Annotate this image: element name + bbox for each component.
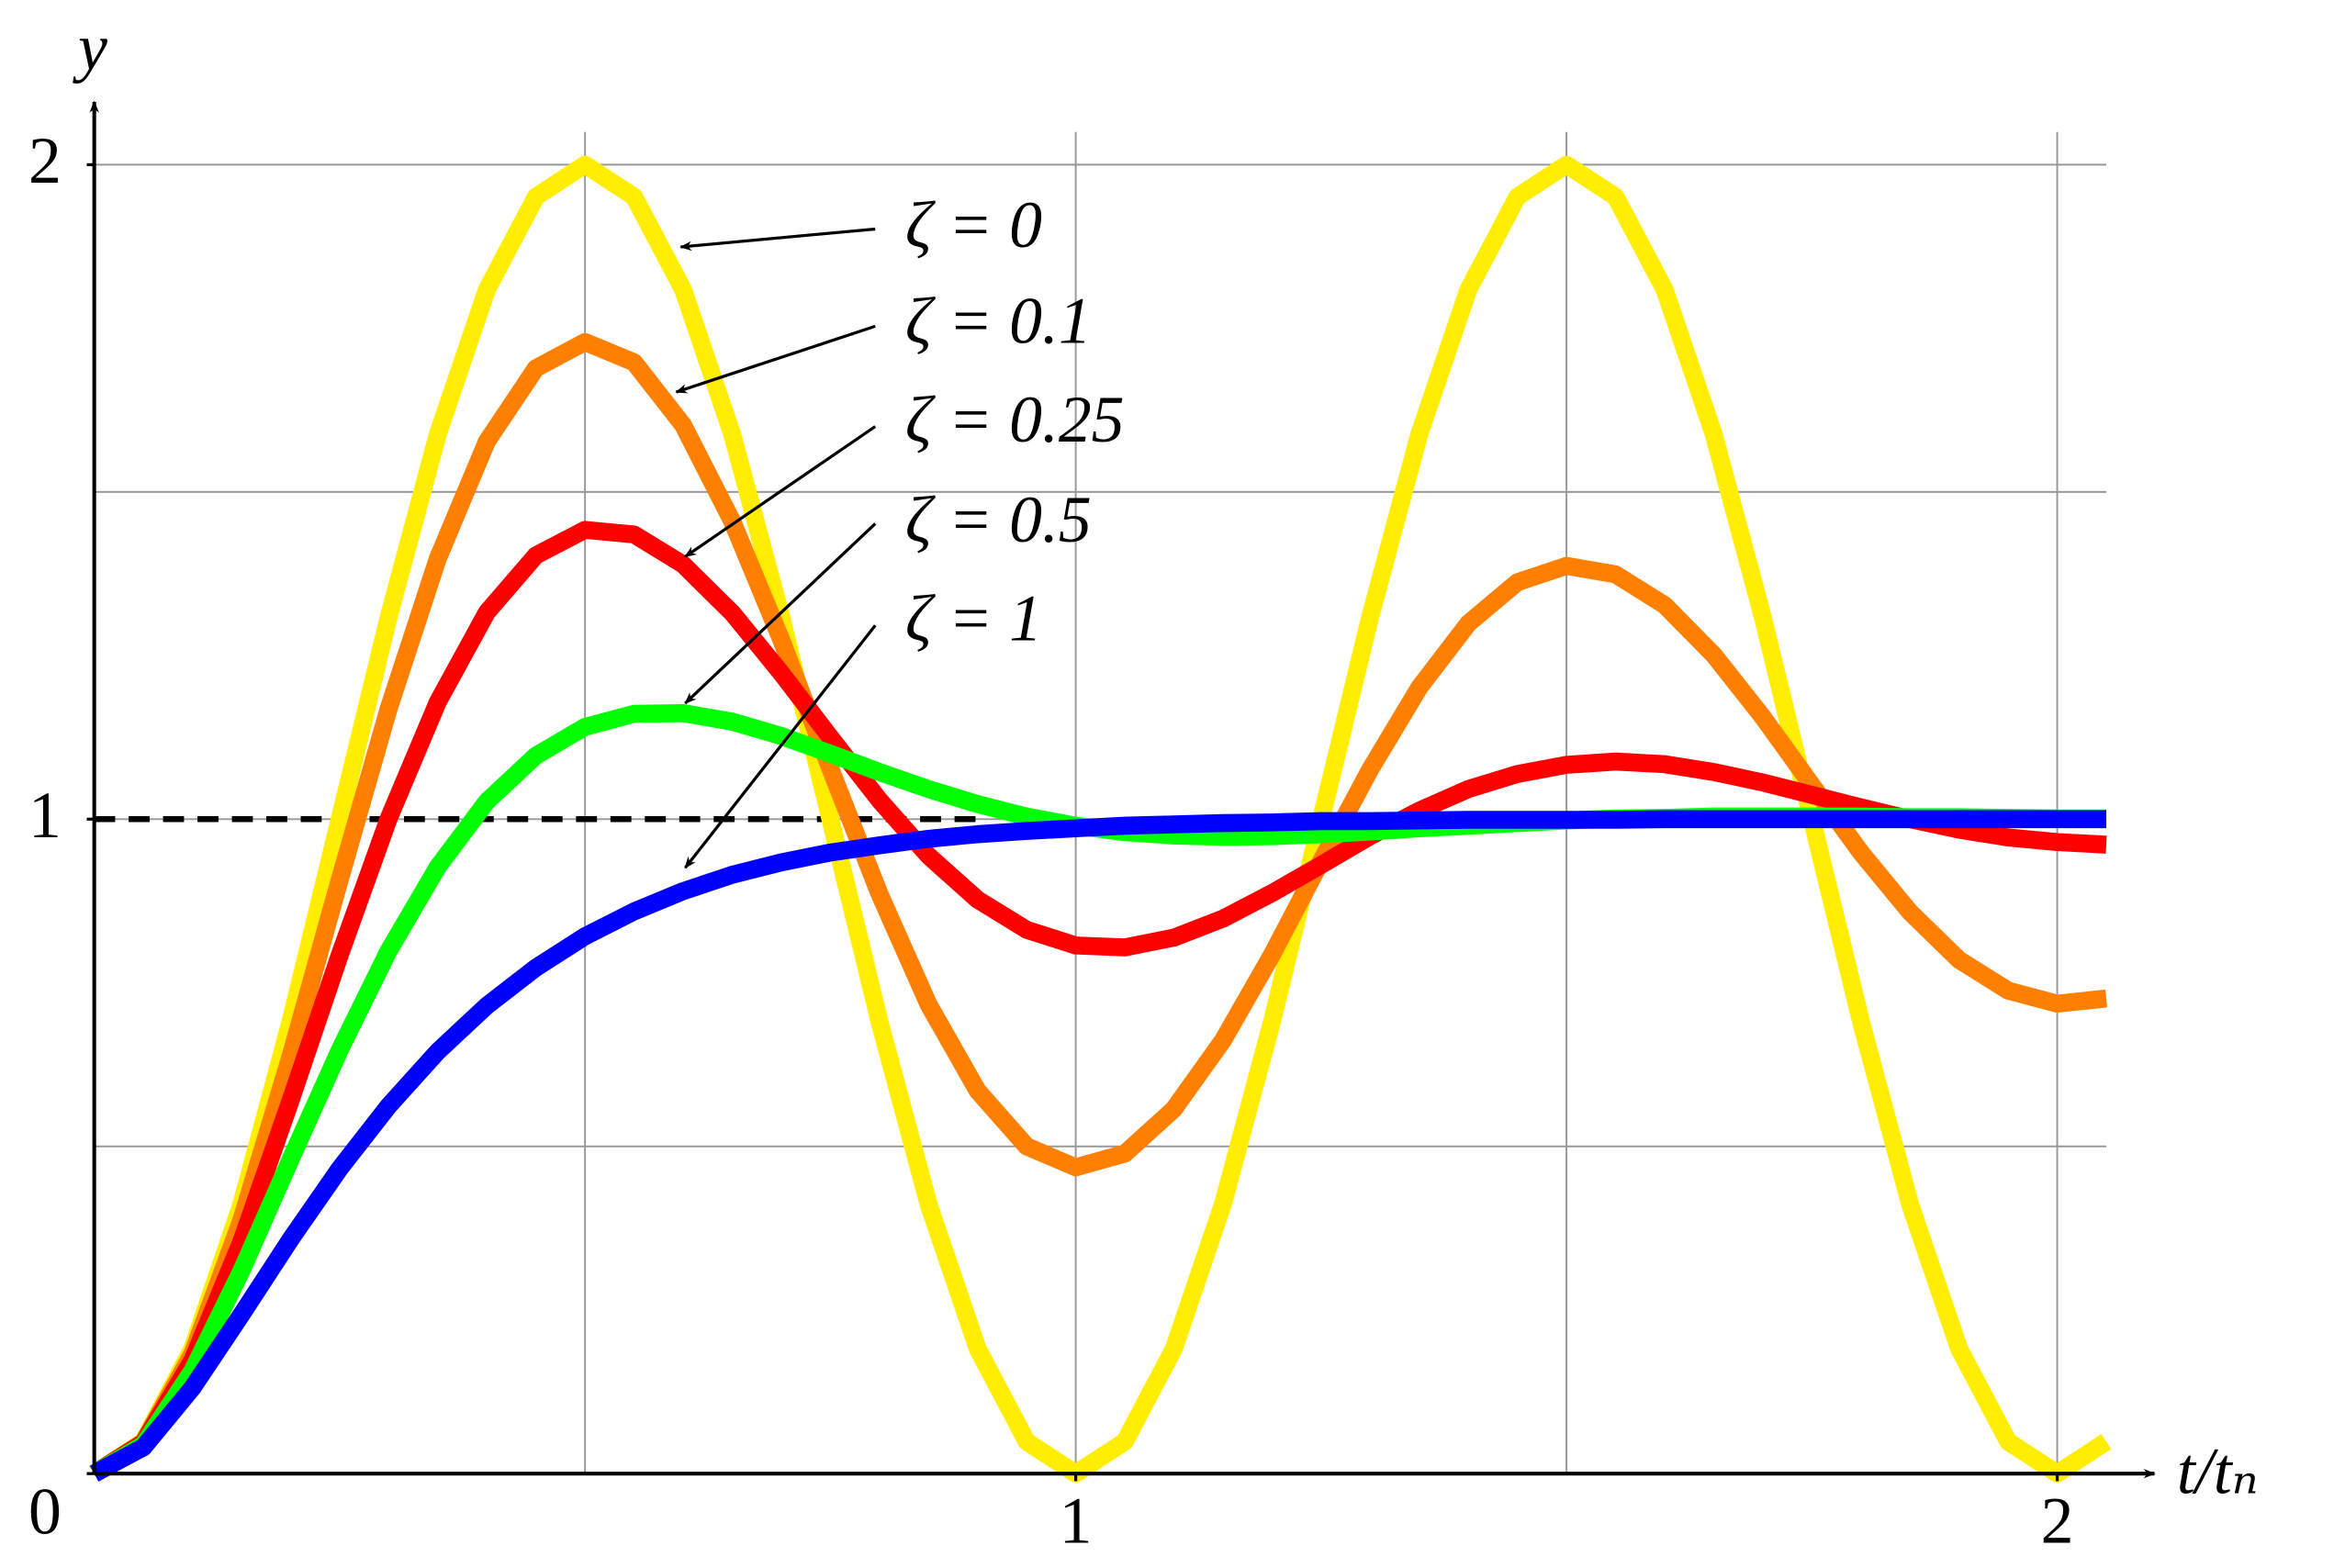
series-label: ζ = 0 [905, 188, 1042, 262]
series-line [90, 810, 2106, 1482]
annotation-arrow [684, 425, 877, 558]
x-tick-label: 1 [1060, 1484, 1093, 1557]
series-line [89, 521, 2107, 1482]
lines [89, 155, 2112, 1483]
annotations: ζ = 0 ζ = 0.1 ζ = 0.25 ζ = 0.5 ζ = 1 [675, 188, 1125, 869]
y-tick-label: 1 [28, 778, 62, 852]
y-axis-label: y [73, 10, 107, 84]
series-line [89, 332, 2108, 1482]
series-label: ζ = 0.25 [905, 383, 1125, 456]
series-label: ζ = 1 [905, 582, 1042, 655]
annotation-arrow [679, 227, 876, 252]
series-label: ζ = 0.1 [905, 284, 1092, 357]
annotation-arrow [675, 324, 876, 394]
series-label: ζ = 0.5 [905, 483, 1092, 556]
annotation-arrow [684, 522, 877, 705]
x-axis-label: t/tₙ [2177, 1435, 2259, 1508]
annotation-arrow [684, 624, 877, 869]
y-tick-label: 0 [28, 1475, 62, 1549]
series-line [89, 155, 2112, 1483]
x-tick-label: 2 [2041, 1484, 2074, 1557]
y-tick-label: 2 [28, 124, 62, 197]
axes: y t/tₙ 0 1 2 1 2 [28, 10, 2259, 1557]
